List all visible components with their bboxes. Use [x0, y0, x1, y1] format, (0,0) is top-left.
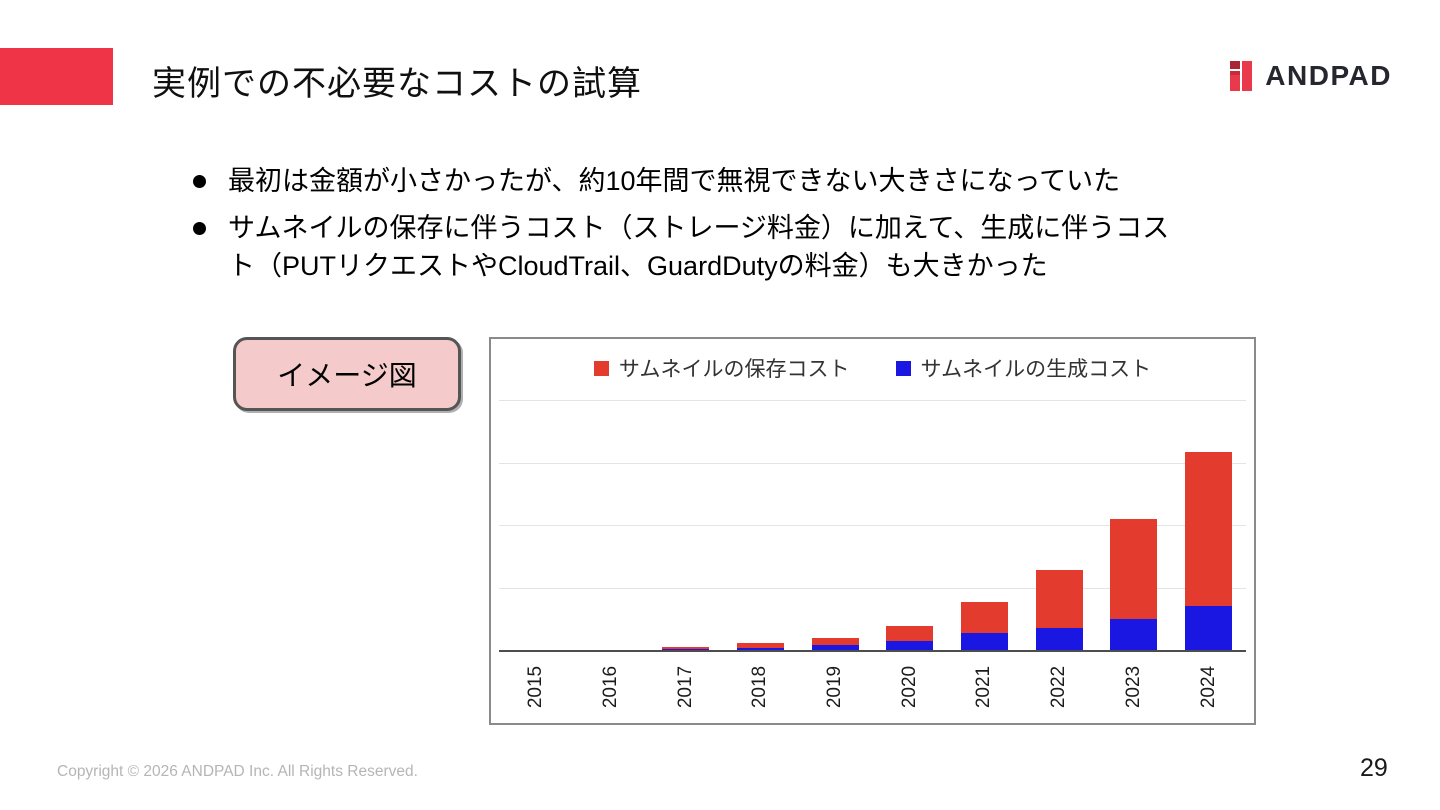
x-tick-cell: 2024: [1171, 655, 1246, 719]
stacked-bar-2020: [886, 626, 934, 650]
gridline: [499, 525, 1246, 526]
bar-segment: [1110, 618, 1158, 650]
bar-segment: [961, 633, 1009, 650]
bar-segment: [1035, 570, 1083, 629]
x-tick-label: 2017: [674, 665, 696, 709]
chart-bars: [499, 400, 1246, 650]
bar-slot: [723, 400, 798, 650]
legend-swatch-icon: [895, 360, 911, 376]
bar-segment: [811, 645, 859, 650]
bar-slot: [1097, 400, 1172, 650]
bar-segment: [736, 643, 784, 649]
x-tick-cell: 2019: [798, 655, 873, 719]
x-tick-cell: 2016: [574, 655, 649, 719]
x-tick-label: 2019: [824, 665, 846, 709]
bar-segment: [961, 601, 1009, 634]
bar-segment: [811, 638, 859, 645]
andpad-logo-text: ANDPAD: [1265, 60, 1392, 91]
stacked-bar-2019: [811, 638, 859, 650]
andpad-logo-icon: [1230, 61, 1256, 91]
gridline: [499, 587, 1246, 589]
x-tick-cell: 2021: [947, 655, 1022, 719]
bullet-list: 最初は金額が小さかったが、約10年間で無視できない大きさになっていた サムネイル…: [193, 162, 1308, 285]
legend-item: サムネイルの保存コスト: [593, 353, 850, 383]
bullet-icon: [193, 222, 206, 235]
x-tick-label: 2016: [600, 665, 622, 709]
bar-slot: [648, 400, 723, 650]
x-tick-cell: 2022: [1022, 655, 1097, 719]
bar-segment: [886, 626, 934, 641]
page-number: 29: [1360, 754, 1388, 782]
x-tick-cell: 2017: [648, 655, 723, 719]
stacked-bar-2021: [961, 601, 1009, 650]
bar-slot: [873, 400, 948, 650]
bar-slot: [1171, 400, 1246, 650]
x-tick-cell: 2018: [723, 655, 798, 719]
x-tick-label: 2021: [973, 665, 995, 709]
legend-label: サムネイルの生成コスト: [920, 358, 1152, 381]
chart-legend: サムネイルの保存コスト サムネイルの生成コスト: [491, 339, 1254, 397]
bar-slot: [1022, 400, 1097, 650]
bar-slot: [798, 400, 873, 650]
bar-segment: [662, 649, 710, 650]
list-item: サムネイルの保存に伴うコスト（ストレージ料金）に加えて、生成に伴うコス ト（PU…: [193, 209, 1308, 285]
x-tick-label: 2023: [1122, 665, 1144, 709]
legend-swatch-icon: [593, 360, 609, 376]
x-tick-label: 2018: [749, 665, 771, 709]
x-tick-cell: 2023: [1097, 655, 1172, 719]
legend-label: サムネイルの保存コスト: [618, 358, 850, 381]
stacked-bar-2024: [1185, 452, 1233, 650]
image-label-text: イメージ図: [277, 360, 417, 391]
copyright-text: Copyright © 2026 ANDPAD Inc. All Rights …: [57, 763, 418, 780]
x-tick-label: 2020: [898, 665, 920, 709]
x-tick-label: 2022: [1048, 665, 1070, 709]
image-label-badge: イメージ図: [233, 337, 461, 411]
bar-slot: [574, 400, 649, 650]
bar-slot: [499, 400, 574, 650]
bullet-1-line-1: 最初は金額が小さかったが、約10年間で無視できない大きさになっていた: [228, 166, 1121, 196]
andpad-logo: ANDPAD: [1230, 60, 1392, 92]
cost-chart: サムネイルの保存コスト サムネイルの生成コスト 2015 2016 2017 2018 2…: [489, 337, 1256, 725]
bar-segment: [1035, 628, 1083, 650]
stacked-bar-2017: [662, 646, 710, 650]
bar-segment: [662, 646, 710, 650]
stacked-bar-2023: [1110, 518, 1158, 650]
bar-segment: [1185, 452, 1233, 607]
bullet-2-line-2: ト（PUTリクエストやCloudTrail、GuardDutyの料金）も大きかっ…: [228, 251, 1048, 281]
list-item: 最初は金額が小さかったが、約10年間で無視できない大きさになっていた: [193, 162, 1308, 200]
x-tick-cell: 2020: [873, 655, 948, 719]
bar-segment: [1185, 606, 1233, 650]
x-tick-cell: 2015: [499, 655, 574, 719]
accent-bar: [0, 48, 113, 105]
bar-segment: [1110, 518, 1158, 619]
chart-x-axis-labels: 2015 2016 2017 2018 2019 2020 2021 2022 2023 2024: [499, 655, 1246, 719]
page-title: 実例での不必要なコストの試算: [152, 65, 642, 103]
bullet-icon: [193, 175, 206, 188]
bullet-2-line-1: サムネイルの保存に伴うコスト（ストレージ料金）に加えて、生成に伴うコス: [228, 213, 1170, 243]
bar-segment: [886, 640, 934, 650]
gridline: [499, 462, 1246, 464]
stacked-bar-2022: [1035, 570, 1083, 650]
stacked-bar-2018: [736, 643, 784, 650]
x-tick-label: 2024: [1197, 665, 1219, 709]
x-tick-label: 2015: [525, 665, 547, 709]
chart-plot-area: [499, 400, 1246, 652]
bar-segment: [736, 648, 784, 650]
gridline: [499, 400, 1246, 401]
legend-item: サムネイルの生成コスト: [895, 353, 1152, 383]
bar-slot: [947, 400, 1022, 650]
